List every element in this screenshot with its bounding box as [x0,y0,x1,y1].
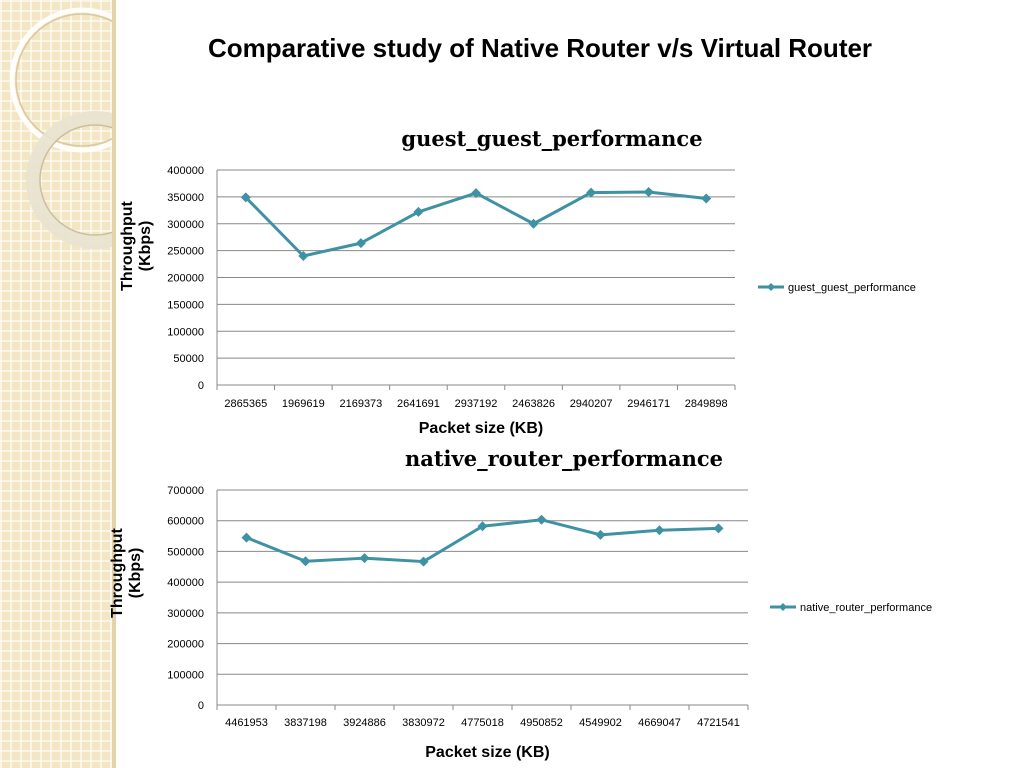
chart2-y-tick-label: 700000 [167,485,204,497]
chart2-y-tick-label: 200000 [167,639,204,651]
chart1-x-tick-label: 2865365 [224,398,267,410]
slide-title: Comparative study of Native Router v/s V… [207,33,873,63]
chart1-legend-label: guest_guest_performance [788,282,916,294]
chart1-legend-marker [767,283,775,291]
chart2-data-point [241,532,252,543]
chart2-y-axis-label-line: Throughput [109,527,126,617]
chart1-x-tick-label: 2946171 [627,398,670,410]
chart2-x-axis-label: Packet size (KB) [425,744,550,761]
chart2-y-tick-label: 100000 [167,669,204,681]
chart1-x-tick-label: 2169373 [339,398,382,410]
chart2-data-point [654,525,665,536]
chart1-y-tick-label: 400000 [167,165,204,177]
chart2-data-point [595,529,606,540]
chart1-x-tick-label: 2641691 [397,398,440,410]
chart1-x-tick-label: 1969619 [282,398,325,410]
chart2-title: native_router_performance [405,446,723,471]
chart1-y-axis-label-line: (Kbps) [137,221,154,272]
chart1-x-axis-label: Packet size (KB) [419,420,544,437]
chart1-data-point [471,188,481,199]
chart1-y-tick-label: 0 [198,380,204,392]
chart2-data-point [477,521,488,532]
chart2-x-tick-label: 4721541 [697,717,740,729]
chart2-y-tick-label: 500000 [167,546,204,558]
chart2-data-point [300,556,311,567]
chart1-y-axis-label: Throughput(Kbps) [119,200,154,290]
chart1-y-tick-label: 200000 [167,273,204,285]
chart2-y-tick-label: 400000 [167,577,204,589]
chart1-data-point [355,238,366,249]
chart2-x-tick-label: 3830972 [402,717,445,729]
chart2-y-tick-label: 600000 [167,516,204,528]
chart1-data-point [643,187,654,198]
chart2-x-tick-label: 4669047 [638,717,681,729]
chart2-x-tick-label: 3924886 [343,717,386,729]
chart1-y-tick-label: 50000 [173,353,204,365]
chart1-x-tick-label: 2940207 [570,398,613,410]
chart2-y-tick-label: 0 [198,700,204,712]
chart2-data-point [713,523,724,534]
side-edge [112,0,116,768]
chart1-data-point [701,193,712,204]
chart1-y-axis-label-line: Throughput [119,200,136,290]
chart2-y-axis-label-line: (Kbps) [127,548,144,599]
chart1-x-tick-label: 2849898 [685,398,728,410]
chart1-x-tick-label: 2937192 [455,398,498,410]
chart1-y-tick-label: 250000 [167,246,204,258]
chart1-y-tick-label: 100000 [167,326,204,338]
chart1-data-point [413,206,424,217]
chart2-y-tick-label: 300000 [167,608,204,620]
chart1-data-point [586,187,597,198]
chart1-data-point [240,192,251,203]
chart2-x-tick-label: 4549902 [579,717,622,729]
chart1-y-tick-label: 150000 [167,299,204,311]
chart2-x-tick-label: 4775018 [461,717,504,729]
chart2-legend-label: native_router_performance [800,602,932,614]
chart1-data-point [298,251,309,261]
chart1-x-tick-label: 2463826 [512,398,555,410]
chart2-data-point [536,514,547,525]
chart2-data-point [418,556,429,567]
chart1-title: guest_guest_performance [401,126,702,151]
chart2-y-axis-label: Throughput(Kbps) [109,527,144,617]
chart2-x-tick-label: 4461953 [225,717,268,729]
chart1-y-tick-label: 350000 [167,192,204,204]
chart2-x-tick-label: 4950852 [520,717,563,729]
chart2-data-point [359,553,370,564]
side-decoration [0,0,116,768]
chart1-data-point [528,218,539,229]
chart2-legend-marker [779,603,787,611]
decor-circles [9,7,116,249]
chart2-x-tick-label: 3837198 [284,717,327,729]
chart1-y-tick-label: 300000 [167,219,204,231]
